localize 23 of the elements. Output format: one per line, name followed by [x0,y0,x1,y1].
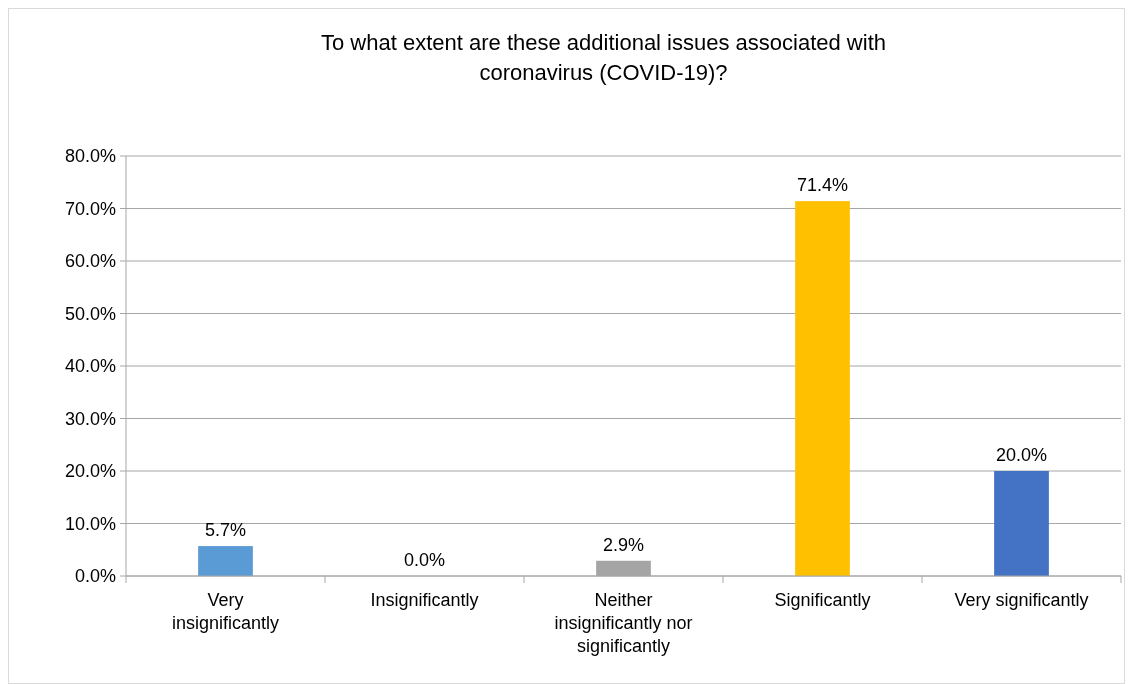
data-label: 2.9% [602,534,645,555]
y-tick-label: 0.0% [74,566,116,587]
y-tick-label: 30.0% [64,408,116,429]
y-tick-label: 20.0% [64,461,116,482]
x-tick-label: Neither insignificantly nor significantly [554,590,693,656]
data-label: 5.7% [204,520,247,541]
bar [795,201,850,576]
y-tick-label: 80.0% [64,146,116,167]
bar [994,471,1049,576]
x-tick-label: Insignificantly [370,590,479,610]
y-tick-label: 40.0% [64,356,116,377]
data-label: 71.4% [796,175,849,196]
chart-title: To what extent are these additional issues associated with coronavirus (COVID-19)? [321,30,886,85]
y-tick-label: 10.0% [64,513,116,534]
data-label: 20.0% [995,445,1048,465]
bar [198,546,253,576]
y-tick-label: 50.0% [64,303,116,324]
y-tick-label: 70.0% [64,198,116,219]
x-tick-label: Very insignificantly [171,590,280,633]
x-tick-label: Very significantly [954,590,1089,610]
y-tick-label: 60.0% [64,251,116,272]
x-tick-label: Significantly [774,590,871,610]
data-label: 0.0% [403,550,446,570]
